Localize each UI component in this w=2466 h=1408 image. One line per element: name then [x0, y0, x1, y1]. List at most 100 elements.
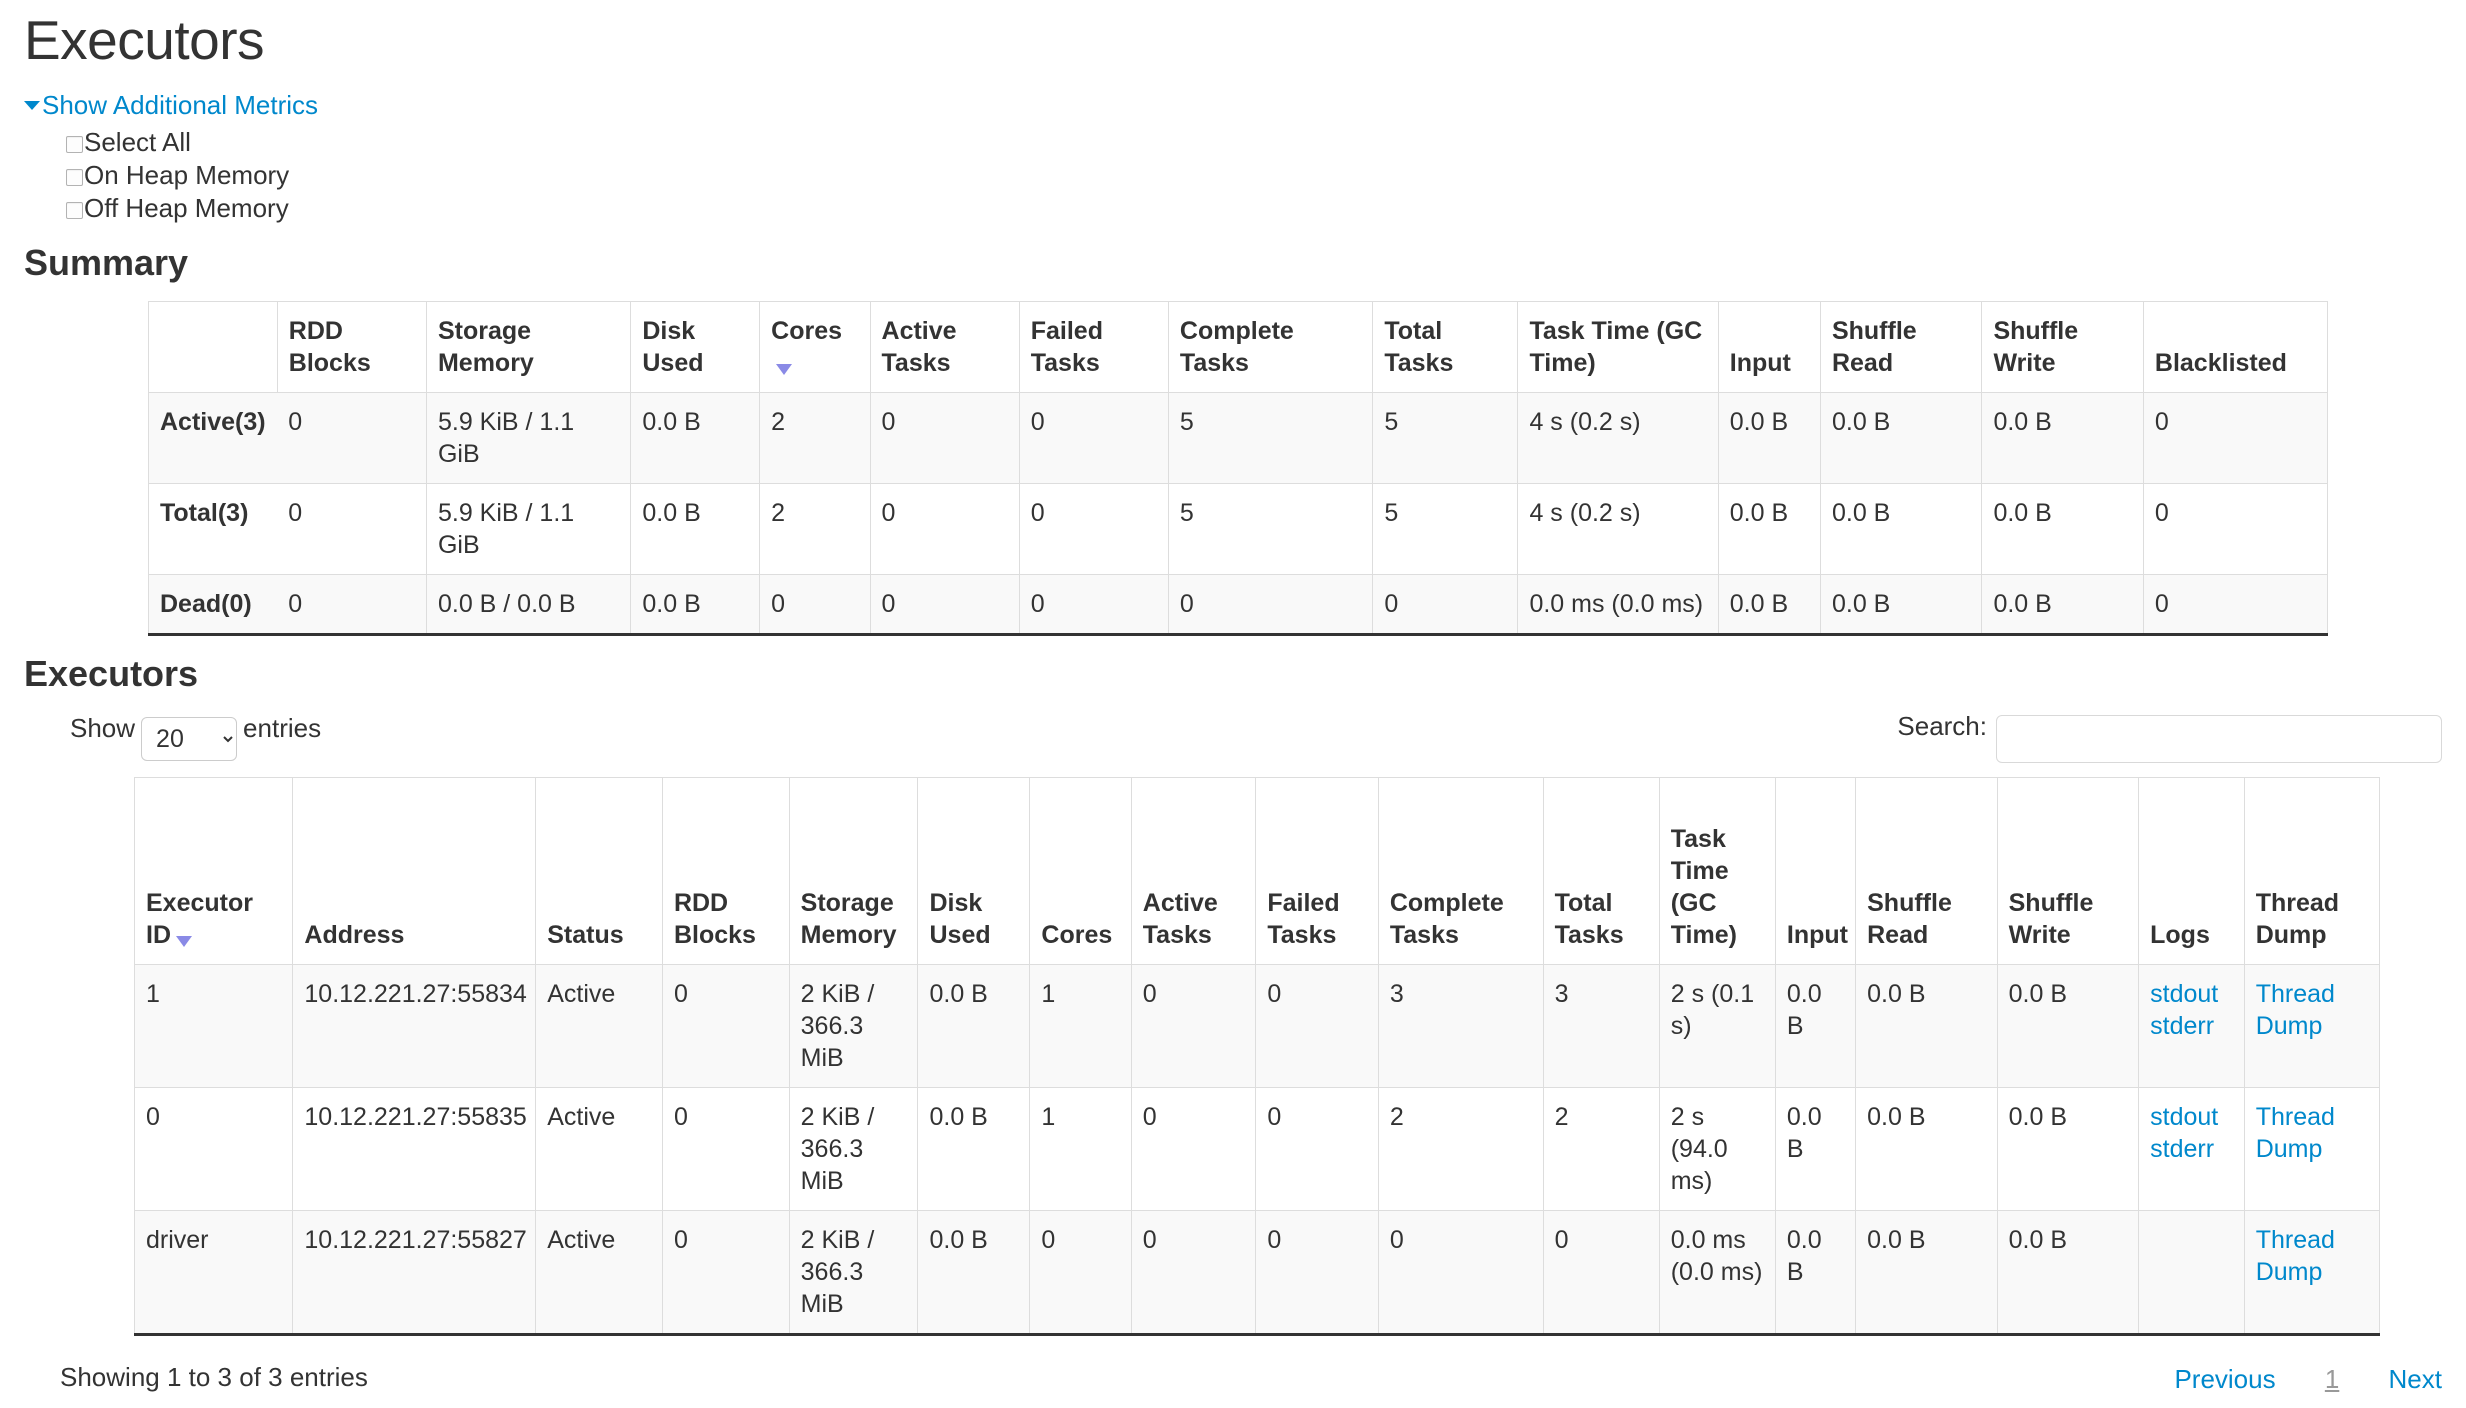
summary-col-blacklisted[interactable]: Blacklisted: [2143, 300, 2329, 393]
summary-col-cores[interactable]: Cores: [759, 300, 871, 393]
pagination-next[interactable]: Next: [2388, 1363, 2442, 1394]
cell-rdd-blocks: 0: [277, 483, 427, 575]
off-heap-memory-checkbox[interactable]: [66, 201, 83, 219]
summary-col-shuffle-read[interactable]: Shuffle Read: [1820, 300, 1983, 393]
show-additional-metrics-toggle[interactable]: Show Additional Metrics: [24, 90, 318, 120]
pagination-previous[interactable]: Previous: [2174, 1363, 2276, 1394]
metric-option-off-heap-memory[interactable]: Off Heap Memory: [24, 192, 2442, 225]
cell-total-tasks: 5: [1372, 483, 1519, 575]
cell-disk-used: 0.0 B: [917, 1210, 1031, 1336]
metric-option-select-all[interactable]: Select All: [24, 126, 2442, 159]
cell-executor-id: 1: [133, 964, 294, 1088]
cell-total-tasks: 3: [1543, 964, 1660, 1088]
cell-storage-memory: 2 KiB / 366.3 MiB: [789, 1087, 919, 1211]
col-input[interactable]: Input: [1775, 776, 1857, 965]
metric-option-label: On Heap Memory: [84, 159, 290, 190]
thread-dump-link[interactable]: Thread Dump: [2255, 979, 2335, 1040]
summary-col-complete-tasks[interactable]: Complete Tasks: [1168, 300, 1374, 393]
datatable-controls: Show 20 40 60 100 entries Search:: [24, 707, 2442, 769]
summary-col-disk-used[interactable]: Disk Used: [630, 300, 761, 393]
entries-info: Showing 1 to 3 of 3 entries: [60, 1361, 368, 1392]
col-shuffle-read[interactable]: Shuffle Read: [1855, 776, 1998, 965]
col-shuffle-write[interactable]: Shuffle Write: [1997, 776, 2140, 965]
cell-shuffle-read: 0.0 B: [1855, 964, 1998, 1088]
page-length-select[interactable]: 20 40 60 100: [141, 716, 238, 761]
col-status[interactable]: Status: [535, 776, 663, 965]
cell-shuffle-write: 0.0 B: [1981, 392, 2144, 484]
select-all-checkbox[interactable]: [66, 135, 83, 153]
cell-active-tasks: 0: [870, 574, 1020, 636]
cell-cores: 2: [759, 392, 871, 484]
col-logs[interactable]: Logs: [2138, 776, 2245, 965]
cell-disk-used: 0.0 B: [630, 574, 761, 636]
col-disk-used[interactable]: Disk Used: [917, 776, 1031, 965]
col-active-tasks[interactable]: Active Tasks: [1131, 776, 1257, 965]
executors-title: Executors: [24, 652, 199, 694]
caret-down-icon: [24, 101, 40, 111]
stderr-link[interactable]: stderr: [2150, 1134, 2215, 1163]
cell-status: Active: [535, 1210, 663, 1336]
cell-status: Active: [535, 964, 663, 1088]
cell-executor-id: 0: [133, 1087, 294, 1211]
summary-col-rdd-blocks[interactable]: RDD Blocks: [277, 300, 427, 393]
stderr-link[interactable]: stderr: [2150, 1011, 2215, 1040]
cell-task-time: 2 s (0.1 s): [1659, 964, 1776, 1088]
col-rdd-blocks[interactable]: RDD Blocks: [662, 776, 790, 965]
search-control: Search:: [1897, 711, 2442, 764]
summary-row-label: Dead(0): [148, 574, 278, 636]
executors-section: Executors Show 20 40 60 100 entries Sear…: [24, 652, 2442, 1408]
metric-option-on-heap-memory[interactable]: On Heap Memory: [24, 159, 2442, 192]
summary-table: RDD Blocks Storage Memory Disk Used Core…: [148, 300, 2329, 636]
summary-col-total-tasks[interactable]: Total Tasks: [1372, 300, 1519, 393]
thread-dump-link[interactable]: Thread Dump: [2255, 1225, 2335, 1286]
on-heap-memory-checkbox[interactable]: [66, 168, 83, 186]
col-total-tasks[interactable]: Total Tasks: [1543, 776, 1660, 965]
summary-col-input[interactable]: Input: [1718, 300, 1821, 393]
summary-col-blank: [148, 300, 278, 393]
cell-total-tasks: 2: [1543, 1087, 1660, 1211]
cell-shuffle-read: 0.0 B: [1855, 1210, 1998, 1336]
col-executor-id[interactable]: Executor ID: [133, 776, 294, 965]
cell-task-time: 0.0 ms (0.0 ms): [1659, 1210, 1776, 1336]
cell-rdd-blocks: 0: [662, 1087, 790, 1211]
stdout-link[interactable]: stdout: [2150, 1102, 2219, 1131]
summary-row-label: Active(3): [148, 392, 278, 484]
cell-blacklisted: 0: [2143, 483, 2329, 575]
col-cores[interactable]: Cores: [1029, 776, 1132, 965]
cell-task-time: 4 s (0.2 s): [1517, 483, 1719, 575]
cell-active-tasks: 0: [870, 392, 1020, 484]
cell-shuffle-read: 0.0 B: [1820, 392, 1983, 484]
cell-complete-tasks: 2: [1378, 1087, 1544, 1211]
col-task-time[interactable]: Task Time (GC Time): [1659, 776, 1776, 965]
thread-dump-link[interactable]: Thread Dump: [2255, 1102, 2335, 1163]
cell-shuffle-read: 0.0 B: [1855, 1087, 1998, 1211]
summary-col-storage-memory[interactable]: Storage Memory: [426, 300, 632, 393]
cell-logs: stdout stderr: [2138, 1087, 2245, 1211]
col-failed-tasks[interactable]: Failed Tasks: [1255, 776, 1379, 965]
cell-logs: stdout stderr: [2138, 964, 2245, 1088]
cell-address: 10.12.221.27:55827: [292, 1210, 537, 1336]
summary-col-failed-tasks[interactable]: Failed Tasks: [1019, 300, 1169, 393]
summary-table-wrapper: RDD Blocks Storage Memory Disk Used Core…: [24, 300, 2442, 636]
cell-total-tasks: 0: [1543, 1210, 1660, 1336]
summary-col-task-time[interactable]: Task Time (GC Time): [1517, 300, 1719, 393]
cell-status: Active: [535, 1087, 663, 1211]
cell-cores: 1: [1029, 964, 1132, 1088]
col-address[interactable]: Address: [292, 776, 537, 965]
summary-col-active-tasks[interactable]: Active Tasks: [870, 300, 1020, 393]
col-complete-tasks[interactable]: Complete Tasks: [1378, 776, 1544, 965]
pagination-page-1[interactable]: 1: [2324, 1363, 2340, 1394]
stdout-link[interactable]: stdout: [2150, 979, 2219, 1008]
col-thread-dump[interactable]: Thread Dump: [2244, 776, 2381, 965]
col-storage-memory[interactable]: Storage Memory: [789, 776, 919, 965]
search-input[interactable]: [1996, 715, 2442, 764]
summary-row-dead: Dead(0) 0 0.0 B / 0.0 B 0.0 B 0 0 0 0 0 …: [148, 574, 2329, 636]
summary-col-shuffle-write[interactable]: Shuffle Write: [1981, 300, 2144, 393]
cell-task-time: 2 s (94.0 ms): [1659, 1087, 1776, 1211]
cell-input: 0.0 B: [1775, 1210, 1857, 1336]
cell-shuffle-write: 0.0 B: [1981, 574, 2144, 636]
cell-cores: 2: [759, 483, 871, 575]
cell-storage-memory: 0.0 B / 0.0 B: [426, 574, 632, 636]
cell-failed-tasks: 0: [1255, 964, 1379, 1088]
cell-active-tasks: 0: [1131, 1210, 1257, 1336]
